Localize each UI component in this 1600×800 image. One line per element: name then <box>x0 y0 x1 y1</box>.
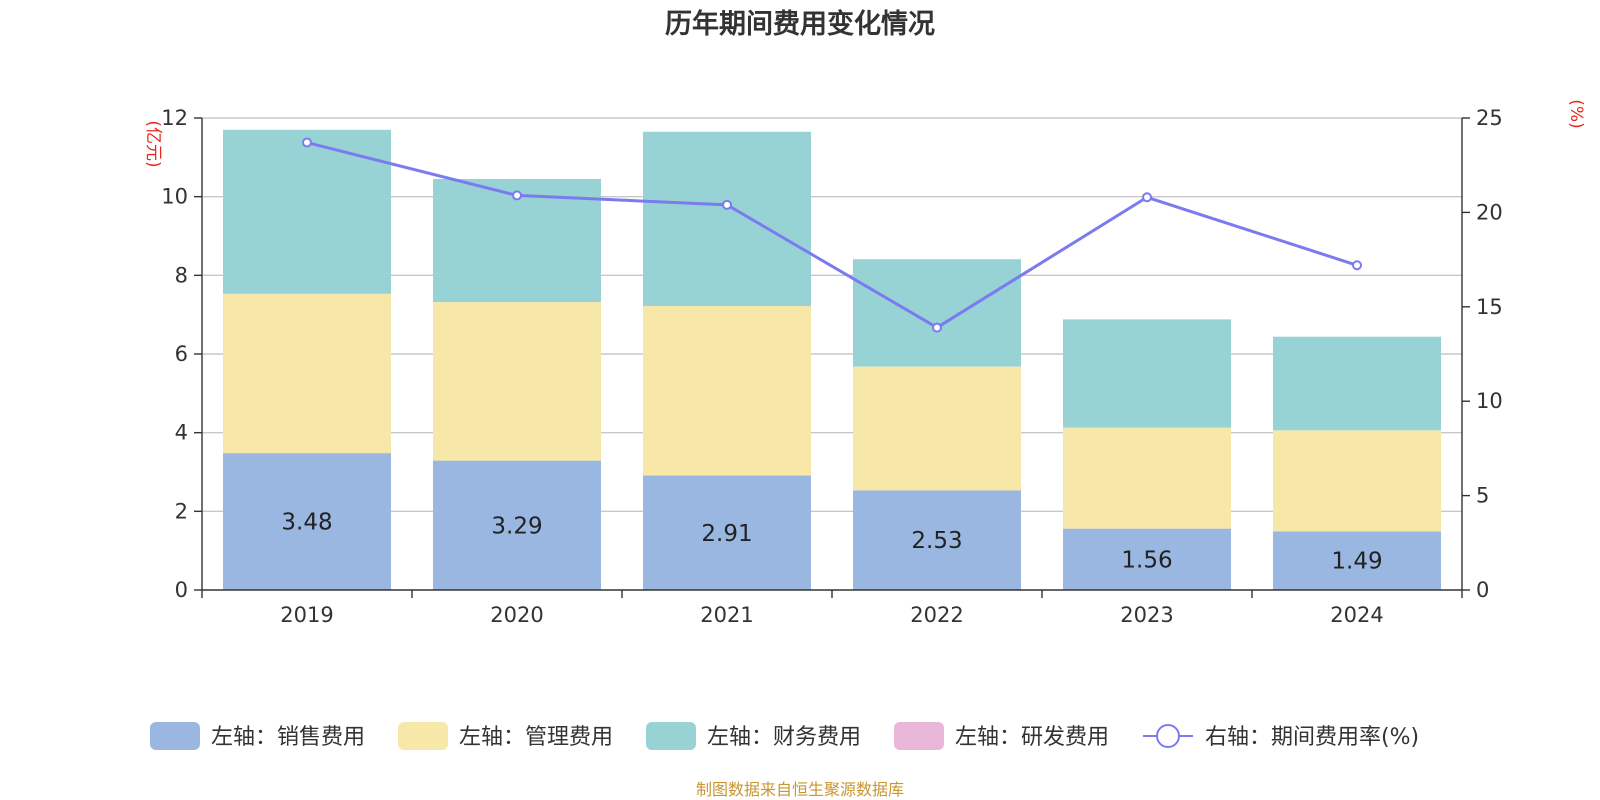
bar-segment <box>643 131 811 307</box>
legend-label[interactable]: 左轴：销售费用 <box>211 725 365 750</box>
bar-data-label: 3.48 <box>281 510 332 536</box>
bar-segment <box>433 460 601 590</box>
line-point <box>1352 260 1362 271</box>
bar-data-label: 1.56 <box>1121 547 1172 573</box>
bar-segment <box>1063 319 1231 428</box>
right-axis-tick-label: 15 <box>1476 295 1503 319</box>
legend-label[interactable]: 左轴：财务费用 <box>707 725 861 750</box>
right-axis-tick-label: 10 <box>1476 389 1503 413</box>
x-axis-tick-label: 2021 <box>700 603 753 627</box>
bar-segment <box>223 453 391 590</box>
left-axis-tick-label: 6 <box>175 342 188 366</box>
x-axis-tick-label: 2023 <box>1120 603 1173 627</box>
bar-segment <box>643 475 811 590</box>
bar-segment <box>223 293 391 454</box>
bar-data-label: 3.29 <box>491 513 542 539</box>
line-point <box>302 137 312 148</box>
left-axis-tick-label: 10 <box>161 185 188 209</box>
line-point <box>512 190 522 201</box>
line-series-path <box>306 141 1358 330</box>
line-point <box>722 199 732 210</box>
bar-segment <box>1273 531 1441 590</box>
gridlines <box>202 117 1462 513</box>
left-axis-tick-label: 2 <box>175 499 188 523</box>
left-axis-tick-label: 8 <box>175 263 188 287</box>
source-note: 制图数据来自恒生聚源数据库 <box>696 780 904 799</box>
legend-label[interactable]: 左轴：管理费用 <box>459 725 613 750</box>
x-axis-tick-label: 2020 <box>490 603 543 627</box>
left-axis-tick-label: 0 <box>175 578 188 602</box>
legend-swatch[interactable] <box>398 722 448 750</box>
line-series-group <box>302 137 1362 333</box>
bar-segment <box>853 490 1021 590</box>
chart-title: 历年期间费用变化情况 <box>665 8 935 40</box>
bar-segment <box>853 259 1021 367</box>
legend-swatch[interactable] <box>150 722 200 750</box>
legend-label[interactable]: 右轴：期间费用率(%) <box>1205 725 1419 750</box>
bar-data-label: 1.49 <box>1331 549 1382 575</box>
legend-swatch[interactable] <box>646 722 696 750</box>
right-axis-tick-label: 0 <box>1476 578 1489 602</box>
bar-segment <box>1273 336 1441 431</box>
data-labels: 3.48 3.29 2.91 2.53 1.56 1.49 <box>281 510 1382 575</box>
bar-segment <box>1063 528 1231 590</box>
bar-segment <box>1063 427 1231 529</box>
left-axis-unit-label: (亿元) <box>143 120 163 167</box>
bar-segment <box>223 129 391 294</box>
line-point <box>1142 192 1152 203</box>
bar-data-label: 2.53 <box>911 528 962 554</box>
legend[interactable]: 左轴：销售费用 左轴：管理费用 左轴：财务费用 左轴：研发费用 右轴：期间费用率(%) <box>150 722 1419 750</box>
left-axis-tick-label: 12 <box>161 106 188 130</box>
axes: 0 2 4 6 8 10 12 0 5 10 15 20 25 2019 2020 2021 2022 2023 2… <box>161 106 1502 627</box>
bar-series-group <box>223 129 1441 590</box>
x-axis-tick-label: 2024 <box>1330 603 1383 627</box>
right-axis-tick-label: 25 <box>1476 106 1503 130</box>
bar-data-label: 2.91 <box>701 521 752 547</box>
bar-segment <box>433 302 601 461</box>
bar-segment <box>1273 430 1441 532</box>
bar-segment <box>853 366 1021 491</box>
left-axis-tick-label: 4 <box>175 421 188 445</box>
right-axis-tick-label: 20 <box>1476 200 1503 224</box>
legend-swatch[interactable] <box>894 722 944 750</box>
right-axis-unit-label: (%) <box>1566 99 1586 128</box>
legend-marker-circle[interactable] <box>1156 724 1180 748</box>
right-axis-tick-label: 5 <box>1476 484 1489 508</box>
x-axis-tick-label: 2022 <box>910 603 963 627</box>
legend-label[interactable]: 左轴：研发费用 <box>955 725 1109 750</box>
bar-segment <box>643 306 811 476</box>
line-point <box>932 322 942 333</box>
x-axis-tick-label: 2019 <box>280 603 333 627</box>
